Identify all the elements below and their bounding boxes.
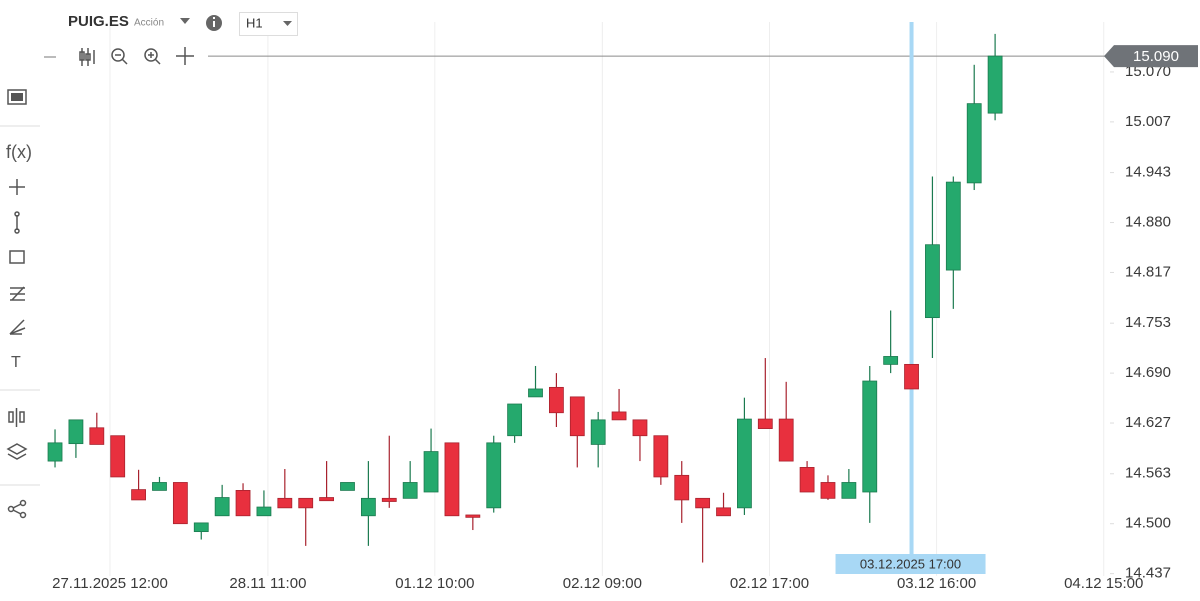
candle-body	[152, 482, 167, 491]
candle-body	[778, 418, 794, 462]
crosshair-label-bg	[835, 554, 986, 574]
candle-body	[110, 435, 126, 478]
candle-body	[214, 497, 230, 517]
y-tick-label: 14.563	[1125, 465, 1171, 482]
share-button[interactable]	[7, 499, 27, 519]
x-tick-label: 01.12 10:00	[395, 575, 474, 592]
candle-body	[89, 427, 105, 445]
candle-body	[549, 386, 564, 414]
candle-body	[68, 419, 84, 445]
sidebar: f(x) T	[0, 89, 40, 519]
candle-body	[465, 514, 481, 518]
symbol-dropdown[interactable]	[180, 18, 190, 24]
candle-body	[193, 522, 209, 533]
text-tool[interactable]: T	[11, 354, 21, 371]
candle-body	[632, 419, 648, 437]
zoom-out-button[interactable]	[111, 48, 128, 65]
symbol[interactable]: PUIG.ES	[68, 13, 129, 30]
y-tick-label: 15.070	[1125, 63, 1171, 80]
candle-body	[695, 497, 711, 509]
candle-body	[402, 482, 418, 499]
candle-body	[340, 482, 355, 491]
last-price-label: 15.090	[1133, 48, 1179, 65]
crosshair-tool[interactable]	[9, 179, 25, 195]
toolbar: PUIG.ES Acción H1	[44, 12, 298, 66]
candle-body	[172, 482, 188, 525]
candle-body	[820, 482, 836, 499]
zoom-in-button[interactable]	[144, 48, 161, 65]
indicator-button[interactable]: f(x)	[6, 142, 32, 162]
x-tick-label: 27.11.2025 12:00	[52, 575, 168, 592]
candle-body	[883, 356, 899, 365]
rect-tool[interactable]	[9, 250, 25, 264]
candle-body	[841, 482, 857, 499]
x-tick-label: 02.12 17:00	[730, 575, 809, 592]
candle-body	[256, 506, 272, 517]
y-tick-label: 14.943	[1125, 164, 1171, 181]
candle-type-button[interactable]	[79, 48, 95, 66]
candle-body	[569, 396, 585, 437]
candle-body	[381, 497, 397, 502]
candle-body	[611, 411, 627, 421]
candle-body	[423, 451, 439, 493]
candle-body	[590, 419, 606, 445]
candle-body	[360, 497, 376, 517]
candle-body	[799, 467, 815, 493]
y-tick-label: 15.007	[1125, 113, 1171, 130]
x-tick-label: 04.12 15:00	[1064, 575, 1143, 592]
candle-body	[47, 442, 63, 462]
candle-body	[757, 418, 773, 429]
candle-body	[653, 435, 669, 478]
timeframe: H1	[246, 15, 263, 30]
info-glyph	[213, 21, 215, 27]
pan-button[interactable]	[176, 47, 194, 65]
candle-body	[862, 380, 878, 493]
candle-body	[486, 442, 502, 509]
timeframe-select[interactable]	[239, 12, 298, 36]
fan-tool[interactable]	[9, 319, 26, 335]
layout-glyph	[11, 93, 23, 101]
candle-body	[277, 497, 293, 509]
y-tick-label: 14.437	[1125, 565, 1171, 582]
candle-body	[987, 55, 1003, 114]
x-tick-label: 03.12 16:00	[897, 575, 976, 592]
x-tick-label: 02.12 09:00	[563, 575, 642, 592]
chart-style-button[interactable]	[8, 408, 25, 427]
y-tick-label: 14.817	[1125, 263, 1171, 280]
asset-type: Acción	[134, 18, 164, 29]
last-price-badge	[1104, 45, 1198, 68]
candle-body	[235, 490, 251, 517]
y-tick-label: 14.753	[1125, 314, 1171, 331]
info-glyph	[213, 17, 215, 19]
timeframe-dropdown	[283, 21, 292, 26]
candle-body	[737, 418, 752, 509]
candle-body	[131, 489, 146, 501]
candle-body	[925, 244, 940, 319]
candle-body	[966, 103, 982, 184]
layers-button[interactable]	[6, 443, 28, 460]
candle-body	[945, 181, 961, 271]
candle-body	[444, 442, 460, 517]
candle-body	[528, 388, 543, 398]
fib-tool[interactable]	[10, 286, 25, 301]
candle-body	[319, 497, 335, 502]
y-tick-label: 14.500	[1125, 515, 1171, 532]
candle-body	[674, 474, 690, 501]
candle-body	[904, 363, 919, 390]
y-tick-label: 14.880	[1125, 213, 1171, 230]
line-tool[interactable]	[14, 211, 20, 234]
x-tick-label: 28.11 11:00	[229, 575, 306, 592]
candle-body	[507, 403, 523, 437]
y-tick-label: 14.690	[1125, 364, 1171, 381]
candle-body	[716, 507, 731, 517]
y-tick-label: 14.627	[1125, 414, 1171, 431]
crosshair-label: 03.12.2025 17:00	[860, 556, 961, 571]
candle-body	[298, 497, 314, 509]
